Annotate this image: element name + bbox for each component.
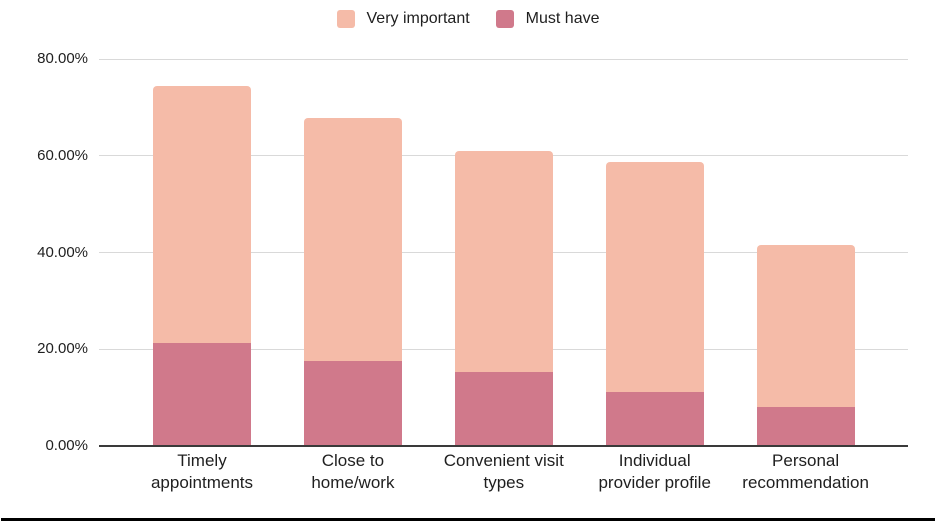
legend-label-very-important: Very important (366, 10, 470, 27)
legend-label-must-have: Must have (525, 10, 600, 27)
bar-segment-must-have[interactable] (454, 372, 553, 446)
y-axis-tick-label: 0.00% (45, 437, 88, 454)
legend-item-must-have[interactable]: Must have (495, 10, 600, 28)
y-axis-tick-label: 40.00% (37, 243, 88, 261)
x-axis-category-label: Close to home/work (311, 451, 395, 492)
x-axis-line (99, 445, 908, 447)
bottom-divider (1, 518, 935, 521)
legend-swatch-must-have (495, 10, 514, 28)
bar-segment-very-important[interactable] (605, 161, 704, 392)
legend-swatch-very-important (336, 10, 355, 28)
gridline-80 (99, 58, 908, 60)
bar-segment-must-have[interactable] (303, 361, 402, 446)
bar-segment-must-have[interactable] (605, 391, 704, 446)
x-axis-category-label: Convenient visit types (443, 451, 564, 492)
y-axis-tick-label: 20.00% (37, 340, 88, 358)
bar-segment-very-important[interactable] (454, 151, 553, 373)
x-axis-category-label: Personal recommendation (742, 451, 869, 492)
bar-segment-very-important[interactable] (303, 118, 402, 362)
y-axis-tick-label: 80.00% (37, 50, 88, 67)
bar-segment-very-important[interactable] (756, 245, 855, 407)
chart-legend: Very important Must have (0, 8, 936, 30)
legend-item-very-important[interactable]: Very important (336, 10, 470, 28)
bar-segment-must-have[interactable] (756, 406, 855, 446)
x-axis-category-label: Timely appointments (150, 451, 254, 492)
bar-segment-must-have[interactable] (153, 342, 251, 446)
bar-segment-very-important[interactable] (153, 86, 251, 343)
y-axis-tick-label: 60.00% (37, 146, 88, 164)
x-axis-category-label: Individual provider profile (598, 451, 711, 492)
